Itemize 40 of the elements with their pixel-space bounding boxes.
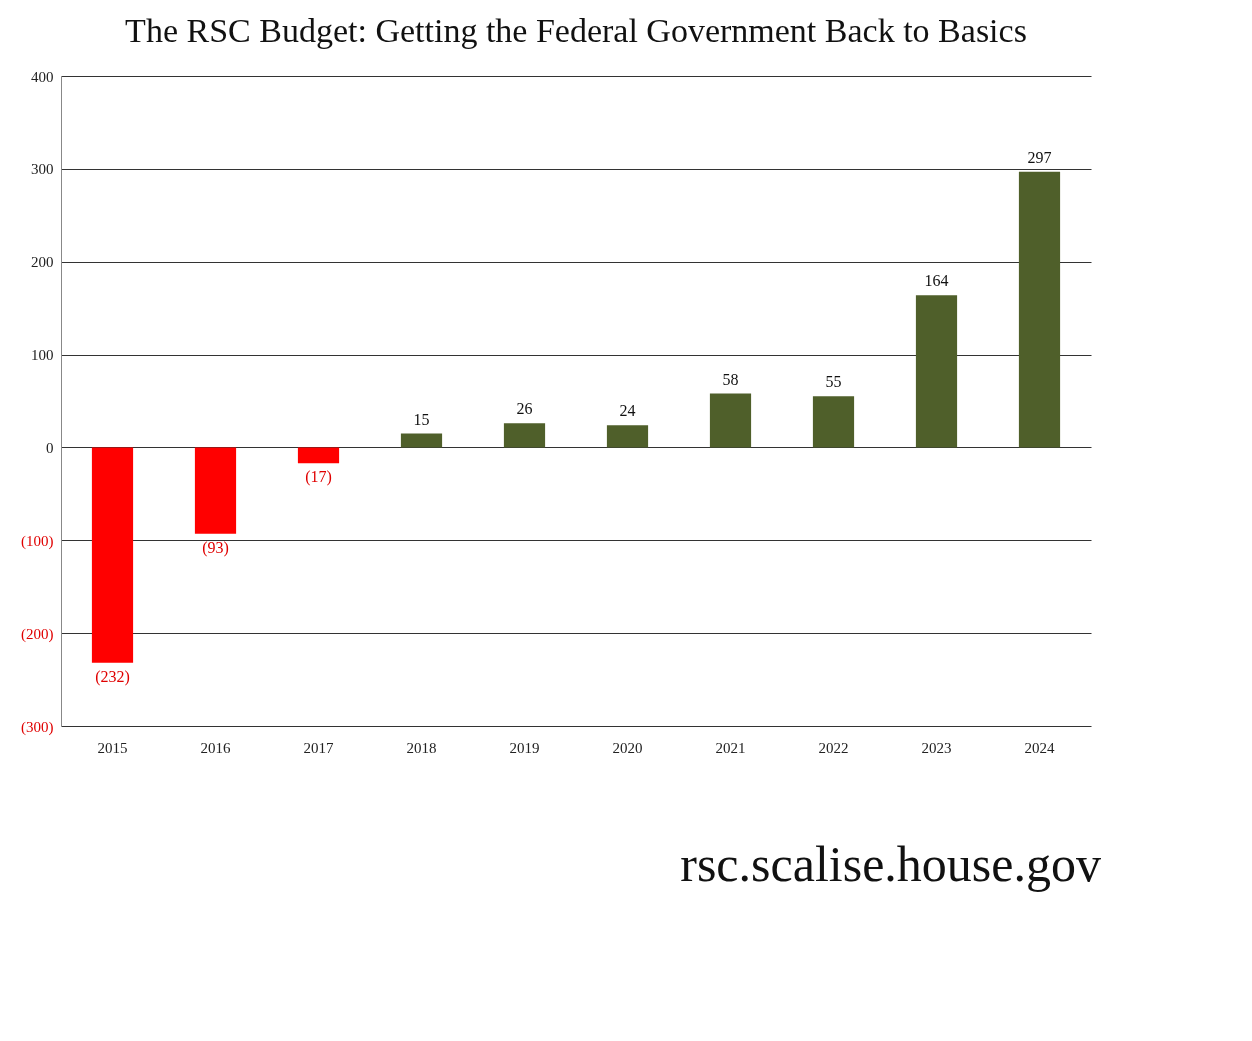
data-label: (232) (95, 667, 130, 686)
y-tick-label: (300) (21, 718, 54, 736)
bar (915, 295, 958, 448)
bar (606, 425, 649, 448)
bar (812, 396, 855, 448)
data-label: 297 (1027, 148, 1052, 166)
bar (91, 447, 134, 663)
y-tick-label: 200 (31, 254, 54, 271)
x-tick-label: 2023 (921, 739, 952, 756)
y-tick-label: 300 (31, 161, 54, 178)
x-tick-label: 2018 (406, 739, 437, 756)
y-tick-label: 400 (31, 68, 54, 85)
y-tick-label: (100) (21, 532, 54, 550)
x-tick-label: 2017 (303, 739, 334, 756)
data-label: 26 (516, 400, 533, 418)
data-label: (93) (202, 538, 229, 557)
bar (1018, 171, 1061, 448)
bar (297, 447, 340, 464)
data-label: 55 (825, 373, 842, 391)
bar (709, 393, 752, 448)
y-tick-label: (200) (21, 625, 54, 643)
y-tick-label: 100 (31, 347, 54, 364)
x-tick-label: 2024 (1024, 739, 1055, 756)
data-label: 164 (924, 272, 949, 290)
bar (503, 423, 546, 448)
x-tick-label: 2022 (818, 739, 849, 756)
x-tick-label: 2021 (715, 739, 746, 756)
data-label: 58 (722, 370, 739, 388)
y-tick-label: 0 (46, 439, 54, 456)
data-label: (17) (305, 468, 332, 487)
x-tick-label: 2019 (509, 739, 540, 756)
x-tick-label: 2015 (97, 739, 128, 756)
bar (194, 447, 237, 534)
bar (400, 433, 443, 448)
data-label: 24 (619, 402, 636, 420)
x-tick-label: 2020 (612, 739, 643, 756)
text: rsc.scalise.house.gov (680, 836, 1101, 892)
data-label: 15 (413, 410, 430, 428)
x-tick-label: 2016 (200, 739, 231, 756)
chart-title: The RSC Budget: Getting the Federal Government Back to Basics (125, 12, 1027, 49)
